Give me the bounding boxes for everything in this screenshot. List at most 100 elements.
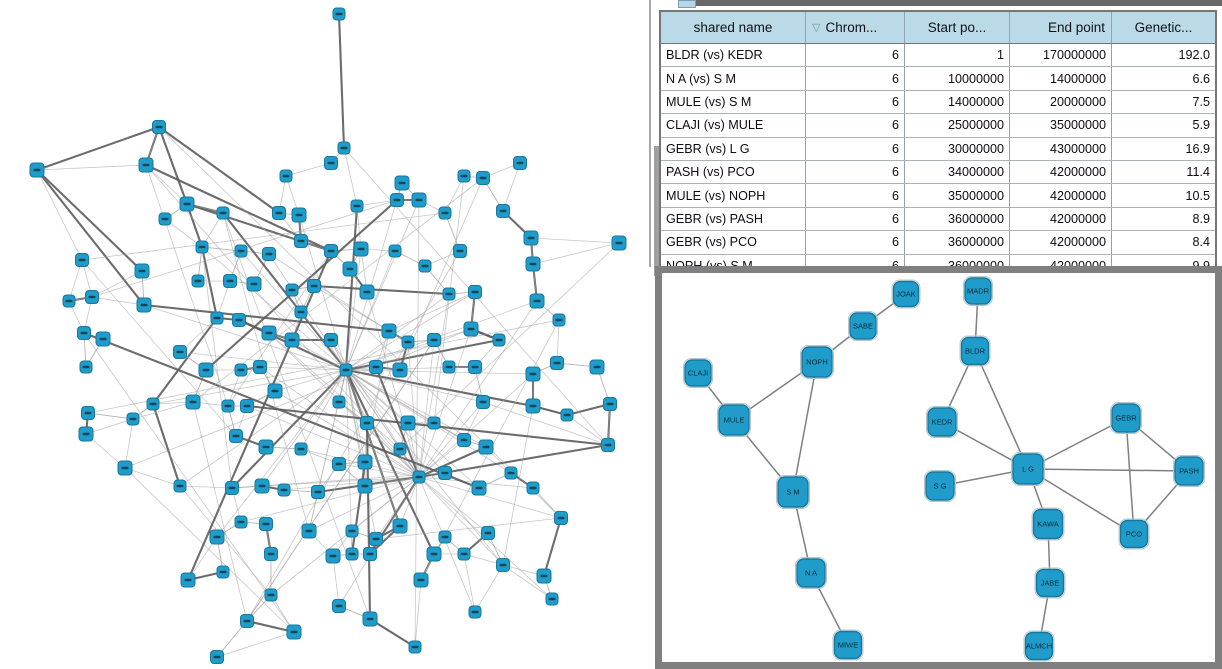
network-node[interactable] [476, 395, 490, 409]
table-row[interactable]: CLAJI (vs) MULE 6 25000000 35000000 5.9 [661, 114, 1215, 138]
network-node[interactable] [496, 204, 510, 218]
network-node[interactable] [468, 285, 482, 299]
table-row[interactable]: GEBR (vs) PCO 6 36000000 42000000 8.4 [661, 231, 1215, 255]
network-node[interactable] [350, 199, 364, 213]
network-node[interactable] [468, 360, 482, 374]
network-node[interactable] [418, 259, 432, 273]
table-row[interactable]: MULE (vs) S M 6 14000000 20000000 7.5 [661, 90, 1215, 115]
network-node[interactable] [381, 323, 397, 339]
network-node[interactable] [285, 283, 299, 297]
network-node[interactable] [261, 325, 277, 341]
network-node[interactable] [369, 532, 383, 546]
network-node[interactable] [152, 120, 166, 134]
network-node[interactable] [426, 546, 442, 562]
network-node[interactable] [603, 397, 617, 411]
network-node[interactable] [412, 470, 426, 484]
network-node[interactable] [198, 362, 214, 378]
network-node[interactable] [234, 515, 248, 529]
network-node[interactable] [29, 162, 45, 178]
network-node[interactable] [526, 481, 540, 495]
network-node[interactable] [476, 171, 490, 185]
network-node[interactable] [413, 572, 429, 588]
network-node[interactable] [173, 345, 187, 359]
network-node[interactable] [362, 611, 378, 627]
network-node-gebr[interactable]: GEBR [1110, 402, 1142, 434]
network-node[interactable] [264, 588, 278, 602]
table-row[interactable]: MULE (vs) NOPH 6 35000000 42000000 10.5 [661, 184, 1215, 208]
column-header-end-point[interactable]: End point [1010, 12, 1112, 43]
table-row[interactable]: N A (vs) S M 6 10000000 14000000 6.6 [661, 67, 1215, 91]
network-node-pco[interactable]: PCO [1118, 518, 1150, 550]
table-row[interactable]: PASH (vs) PCO 6 34000000 42000000 11.4 [661, 160, 1215, 185]
network-node[interactable] [75, 253, 89, 267]
network-node[interactable] [258, 439, 274, 455]
network-node[interactable] [138, 157, 154, 173]
network-node[interactable] [294, 305, 308, 319]
network-node[interactable] [95, 331, 111, 347]
network-node[interactable] [234, 363, 248, 377]
network-node[interactable] [339, 363, 353, 377]
network-node[interactable] [240, 614, 254, 628]
network-node[interactable] [523, 230, 539, 246]
network-node[interactable] [332, 395, 346, 409]
network-node[interactable] [536, 568, 552, 584]
network-node[interactable] [353, 241, 369, 257]
network-node[interactable] [311, 485, 325, 499]
network-node[interactable] [332, 7, 346, 21]
network-node-sabe[interactable]: SABE [848, 311, 878, 341]
network-node[interactable] [259, 517, 273, 531]
network-node[interactable] [560, 408, 574, 422]
network-node[interactable] [325, 548, 341, 564]
network-node[interactable] [442, 360, 456, 374]
network-node[interactable] [400, 415, 416, 431]
network-node[interactable] [369, 360, 383, 374]
network-node[interactable] [504, 466, 518, 480]
network-node[interactable] [457, 547, 471, 561]
network-node[interactable] [324, 244, 338, 258]
network-node[interactable] [246, 276, 262, 292]
network-node[interactable] [209, 529, 225, 545]
network-node[interactable] [277, 483, 291, 497]
network-node[interactable] [345, 524, 359, 538]
network-node[interactable] [158, 212, 172, 226]
network-node[interactable] [427, 333, 441, 347]
network-node[interactable] [392, 362, 408, 378]
network-node[interactable] [216, 565, 230, 579]
network-node-pash[interactable]: PASH [1173, 455, 1205, 487]
column-header-genetic[interactable]: Genetic... [1112, 12, 1215, 43]
network-node-s-m[interactable]: S M [776, 475, 810, 509]
network-node[interactable] [342, 261, 358, 277]
network-node-noph[interactable]: NOPH [800, 345, 834, 379]
network-node[interactable] [357, 478, 373, 494]
network-node[interactable] [191, 274, 205, 288]
network-node[interactable] [78, 426, 94, 442]
network-node[interactable] [307, 279, 321, 293]
network-node[interactable] [134, 263, 150, 279]
network-node[interactable] [525, 398, 541, 414]
network-node[interactable] [357, 454, 373, 470]
network-node[interactable] [394, 175, 410, 191]
network-node[interactable] [525, 366, 541, 382]
column-header-chrom[interactable]: ▽ Chrom... [806, 12, 905, 43]
network-node[interactable] [79, 360, 93, 374]
network-node[interactable] [294, 442, 308, 456]
detail-network-canvas[interactable]: JOAK MADR SABE NOPH CLAJI MULE BLDR KEDR GEBR L G… [662, 273, 1215, 662]
network-node[interactable] [180, 572, 196, 588]
network-node[interactable] [463, 321, 479, 337]
network-node[interactable] [401, 335, 415, 349]
network-node-claji[interactable]: CLAJI [683, 358, 713, 388]
network-node[interactable] [225, 481, 239, 495]
network-node[interactable] [601, 438, 615, 452]
network-node[interactable] [324, 156, 338, 170]
network-node[interactable] [481, 526, 495, 540]
network-node[interactable] [457, 433, 471, 447]
network-node-kawa[interactable]: KAWA [1031, 507, 1065, 541]
network-node[interactable] [525, 256, 541, 272]
network-node-bldr[interactable]: BLDR [959, 335, 991, 367]
network-node[interactable] [240, 399, 254, 413]
network-node[interactable] [438, 466, 452, 480]
network-node[interactable] [496, 558, 510, 572]
network-node-l-g[interactable]: L G [1011, 452, 1045, 486]
network-node[interactable] [262, 247, 276, 261]
network-node[interactable] [179, 196, 195, 212]
